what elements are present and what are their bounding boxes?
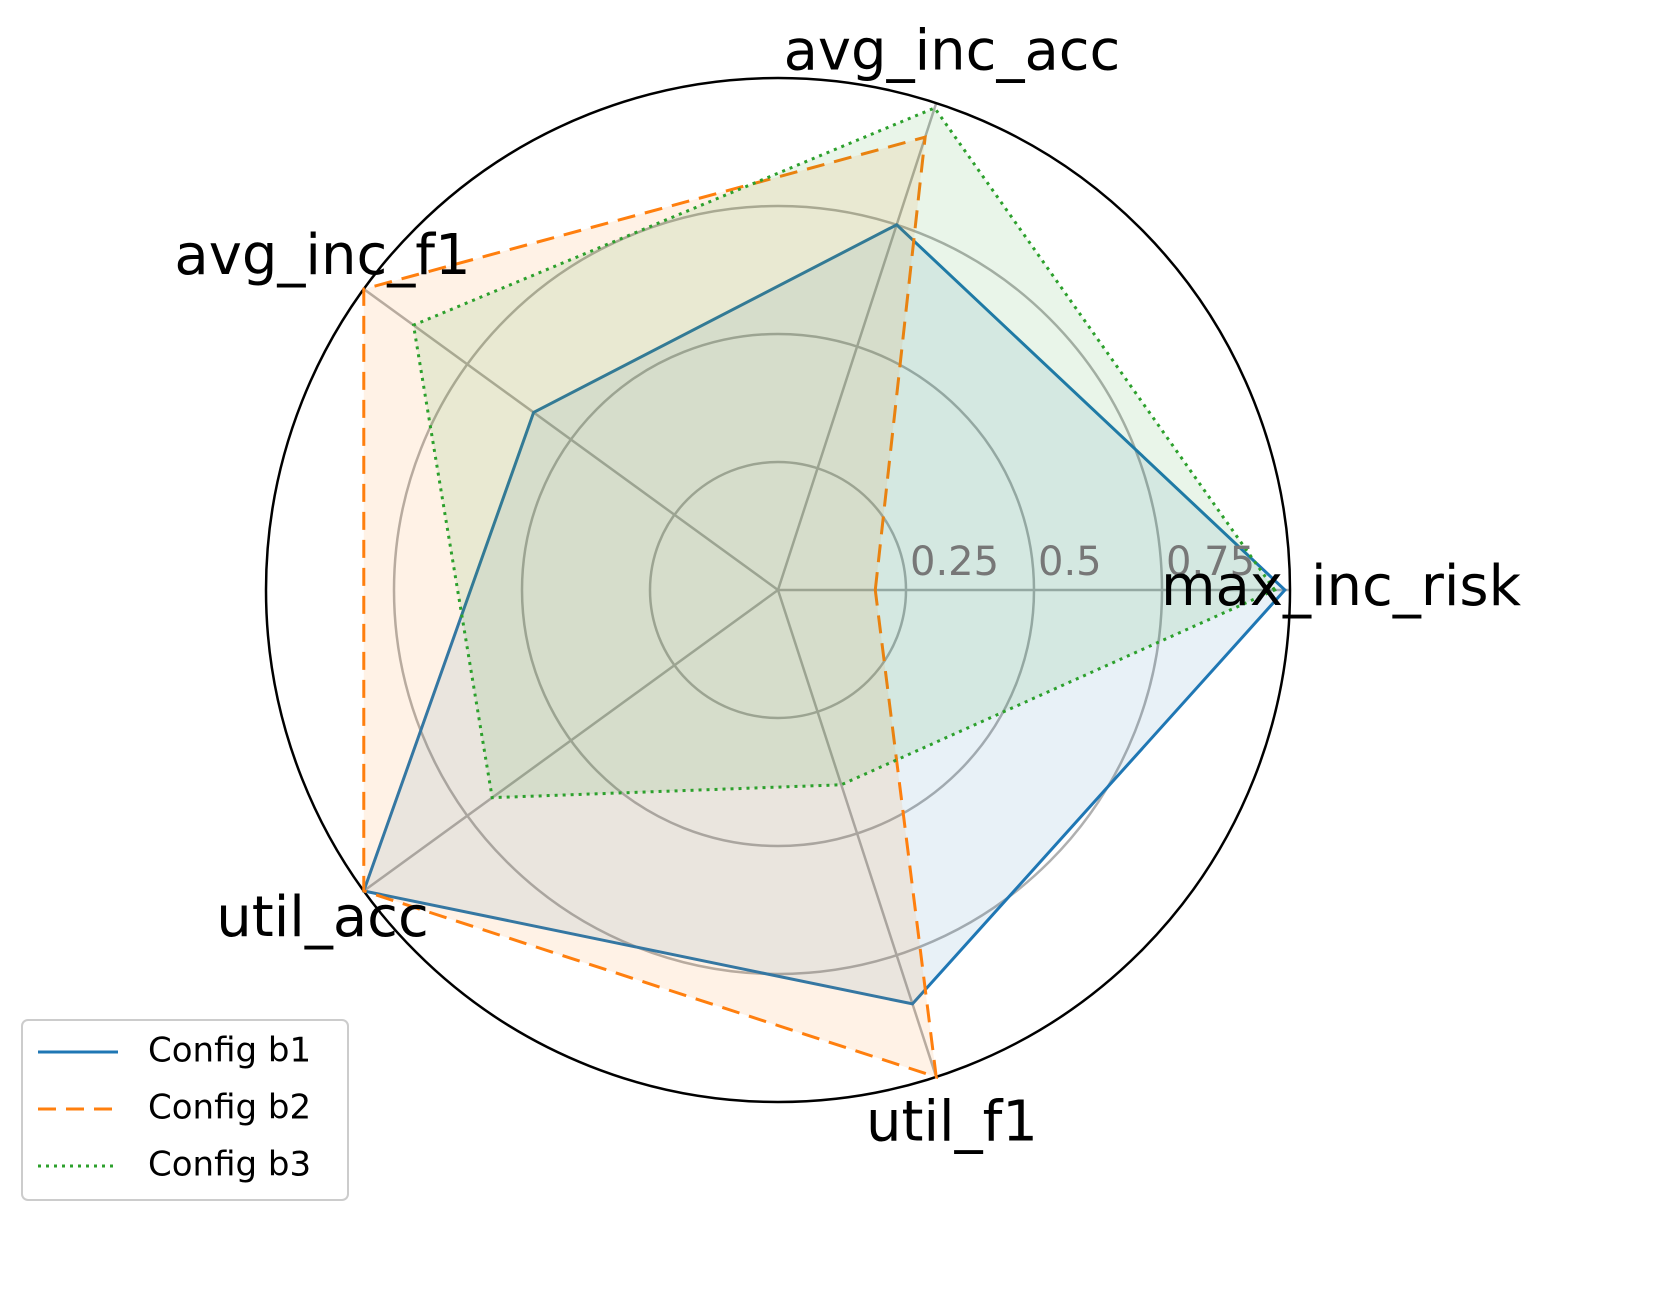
series-area: [413, 107, 1275, 798]
category-label: util_acc: [216, 885, 428, 950]
legend-label: Config b1: [148, 1031, 311, 1071]
series-area: [363, 224, 1285, 1004]
r-tick-label: 0.5: [1038, 539, 1102, 585]
series-line: [362, 135, 938, 1080]
category-label: avg_inc_f1: [174, 223, 470, 288]
r-tick-label: 0.25: [910, 539, 999, 585]
legend-label: Config b2: [148, 1088, 311, 1128]
axis-spoke: [776, 102, 938, 591]
category-label: max_inc_risk: [1161, 554, 1522, 619]
legend-box: [21, 1019, 349, 1201]
series-area: [363, 137, 937, 1077]
axis-spoke: [363, 288, 779, 592]
r-tick-label: 0.75: [1166, 539, 1255, 585]
outer-ring: [264, 76, 1292, 1104]
axis-spoke: [363, 588, 779, 892]
axis-spoke: [776, 589, 938, 1078]
series-line: [361, 222, 1287, 1006]
legend-label: Config b3: [148, 1145, 311, 1185]
category-label: avg_inc_acc: [784, 19, 1121, 84]
category-label: util_f1: [866, 1090, 1038, 1155]
legend: Config b1 Config b2 Config b3: [21, 1019, 349, 1201]
series-line: [411, 106, 1277, 800]
